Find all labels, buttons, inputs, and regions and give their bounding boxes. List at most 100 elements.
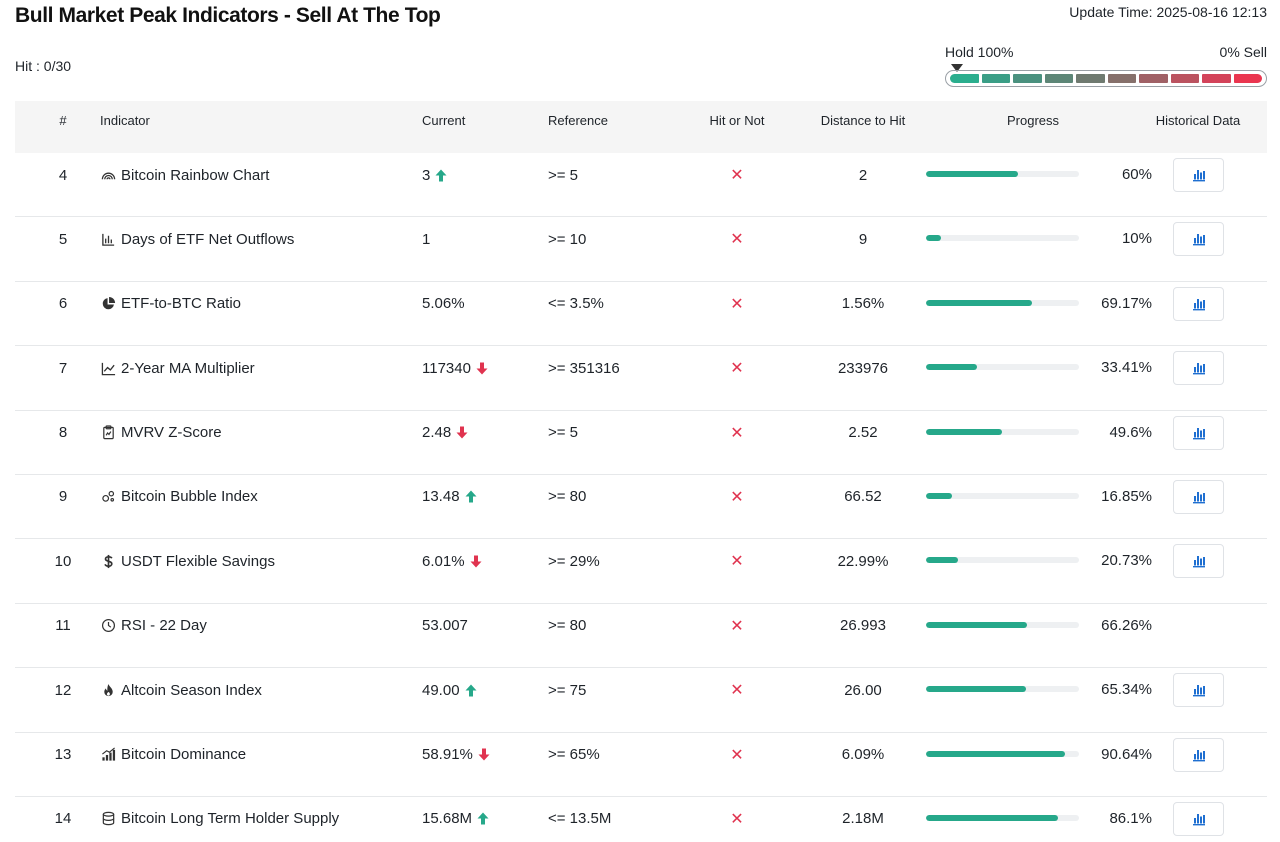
- indicator-cell[interactable]: Bitcoin Rainbow Chart: [100, 153, 269, 197]
- indicator-cell[interactable]: USDT Flexible Savings: [100, 539, 275, 583]
- indicator-name[interactable]: ETF-to-BTC Ratio: [121, 295, 242, 313]
- indicator-name[interactable]: Bitcoin Bubble Index: [121, 488, 258, 506]
- historical-data-button[interactable]: [1173, 415, 1224, 450]
- progress-cell: 49.6%: [926, 411, 1166, 455]
- bar-chart-icon: [1192, 297, 1206, 311]
- indicator-name[interactable]: Altcoin Season Index: [121, 681, 262, 699]
- progress-percent: 90.64%: [1101, 745, 1152, 763]
- table-row[interactable]: 5 Days of ETF Net Outflows 1 >= 10 ✕ 9 10%: [15, 217, 1267, 282]
- indicator-cell[interactable]: ETF-to-BTC Ratio: [100, 282, 241, 326]
- progress-cell: 20.73%: [926, 539, 1166, 583]
- row-number: 7: [58, 359, 68, 377]
- distance-to-hit: 2.52: [848, 424, 878, 442]
- historical-data-button[interactable]: [1173, 158, 1224, 192]
- current-value-cell: 6.01%: [422, 539, 482, 583]
- progress-percent: 20.73%: [1101, 552, 1152, 570]
- current-value-cell: 15.68M: [422, 797, 489, 841]
- indicator-cell[interactable]: Altcoin Season Index: [100, 668, 262, 712]
- table-row[interactable]: 6 ETF-to-BTC Ratio 5.06% <= 3.5% ✕ 1.56% 69.17…: [15, 282, 1267, 347]
- reference-value: >= 80: [548, 488, 587, 506]
- close-icon: ✕: [730, 167, 744, 184]
- table-row[interactable]: 7 2-Year MA Multiplier 117340 >= 351316 ✕ 233…: [15, 346, 1267, 411]
- indicator-cell[interactable]: 2-Year MA Multiplier: [100, 346, 255, 390]
- table-row[interactable]: 9 Bitcoin Bubble Index 13.48 >= 80 ✕ 66.52 16.…: [15, 475, 1267, 540]
- progress-percent: 49.6%: [1109, 423, 1152, 441]
- hit-status: ✕: [705, 282, 769, 326]
- clock-icon: [100, 618, 116, 634]
- current-value: 1: [422, 230, 431, 248]
- indicator-cell[interactable]: Bitcoin Long Term Holder Supply: [100, 797, 339, 841]
- indicator-cell[interactable]: Days of ETF Net Outflows: [100, 217, 294, 261]
- progress-percent: 60%: [1121, 166, 1152, 183]
- indicator-name[interactable]: RSI - 22 Day: [121, 617, 207, 635]
- reference-value: >= 5: [548, 166, 579, 184]
- current-value: 6.01%: [422, 552, 465, 570]
- historical-data-button[interactable]: [1173, 544, 1224, 579]
- indicator-name[interactable]: 2-Year MA Multiplier: [121, 359, 255, 377]
- distance-to-hit: 233976: [837, 359, 889, 377]
- meter-pointer: [951, 64, 963, 72]
- historical-data-button[interactable]: [1173, 801, 1224, 836]
- table-row[interactable]: 11 RSI - 22 Day 53.007 >= 80 ✕ 26.993 66.26%: [15, 604, 1267, 669]
- historical-data-button[interactable]: [1173, 351, 1224, 386]
- historical-data-button[interactable]: [1173, 222, 1224, 257]
- progress-bar: [926, 686, 1026, 693]
- close-icon: ✕: [730, 682, 744, 700]
- table-row[interactable]: 13 Bitcoin Dominance 58.91% >= 65% ✕ 6.09% 90.…: [15, 733, 1267, 797]
- table-row[interactable]: 4 Bitcoin Rainbow Chart 3 >= 5 ✕ 2 60%: [15, 153, 1267, 218]
- progress-cell: 86.1%: [926, 797, 1166, 841]
- historical-data-button[interactable]: [1173, 737, 1224, 772]
- progress-bar: [926, 364, 978, 371]
- meter-segment: [1044, 74, 1073, 83]
- historical-data-button[interactable]: [1173, 479, 1224, 514]
- indicator-name[interactable]: USDT Flexible Savings: [121, 552, 275, 570]
- indicator-name[interactable]: Days of ETF Net Outflows: [121, 230, 295, 248]
- distance-to-hit: 2: [858, 166, 868, 184]
- progress-bar: [926, 235, 942, 242]
- progress-cell: 60%: [926, 153, 1166, 197]
- arrow-up-icon: [435, 169, 447, 182]
- historical-data-cell: [1173, 539, 1224, 583]
- meter-labels: Hold 100% 0% Sell: [945, 44, 1267, 62]
- progress-track: [926, 364, 1079, 371]
- indicator-name[interactable]: Bitcoin Long Term Holder Supply: [121, 810, 340, 828]
- hit-status: ✕: [705, 411, 769, 455]
- current-value-cell: 3: [422, 153, 447, 197]
- indicator-name[interactable]: Bitcoin Rainbow Chart: [121, 166, 270, 184]
- current-value-cell: 117340: [422, 346, 488, 390]
- indicator-cell[interactable]: Bitcoin Bubble Index: [100, 475, 258, 519]
- close-icon: ✕: [730, 424, 744, 442]
- table-row[interactable]: 8 MVRV Z-Score 2.48 >= 5 ✕ 2.52 49.6%: [15, 411, 1267, 475]
- dollar-icon: [100, 553, 116, 569]
- historical-data-button[interactable]: [1173, 286, 1224, 321]
- table-row[interactable]: 10 USDT Flexible Savings 6.01% >= 29% ✕ 22.99…: [15, 539, 1267, 604]
- hit-status: ✕: [705, 604, 769, 648]
- column-header-indicator: Indicator: [100, 113, 150, 128]
- current-value: 13.48: [422, 488, 460, 506]
- current-value: 53.007: [422, 617, 468, 635]
- indicator-cell[interactable]: Bitcoin Dominance: [100, 733, 246, 777]
- distance-to-hit: 2.18M: [842, 810, 884, 828]
- hit-status: ✕: [705, 475, 769, 519]
- row-number: 14: [54, 810, 72, 828]
- page-title: Bull Market Peak Indicators - Sell At Th…: [15, 4, 441, 27]
- bar-chart-icon: [1192, 812, 1206, 826]
- current-value: 117340: [422, 359, 471, 377]
- reference-value: >= 65%: [548, 746, 600, 764]
- table-row[interactable]: 12 Altcoin Season Index 49.00 >= 75 ✕ 26.00 65…: [15, 668, 1267, 733]
- current-value-cell: 58.91%: [422, 733, 490, 777]
- indicator-cell[interactable]: RSI - 22 Day: [100, 604, 207, 648]
- indicator-name[interactable]: Bitcoin Dominance: [121, 746, 247, 764]
- progress-track: [926, 428, 1079, 435]
- table-row[interactable]: 14 Bitcoin Long Term Holder Supply 15.68M <…: [15, 797, 1267, 842]
- signal-chart-icon: [100, 747, 116, 763]
- progress-cell: 16.85%: [926, 475, 1166, 519]
- row-number: 5: [58, 230, 68, 248]
- close-icon: ✕: [730, 231, 744, 249]
- meter-segment: [1170, 74, 1199, 83]
- line-chart-icon: [100, 360, 116, 376]
- progress-track: [926, 171, 1079, 177]
- indicator-cell[interactable]: MVRV Z-Score: [100, 411, 222, 455]
- historical-data-button[interactable]: [1173, 673, 1224, 708]
- indicator-name[interactable]: MVRV Z-Score: [121, 424, 222, 442]
